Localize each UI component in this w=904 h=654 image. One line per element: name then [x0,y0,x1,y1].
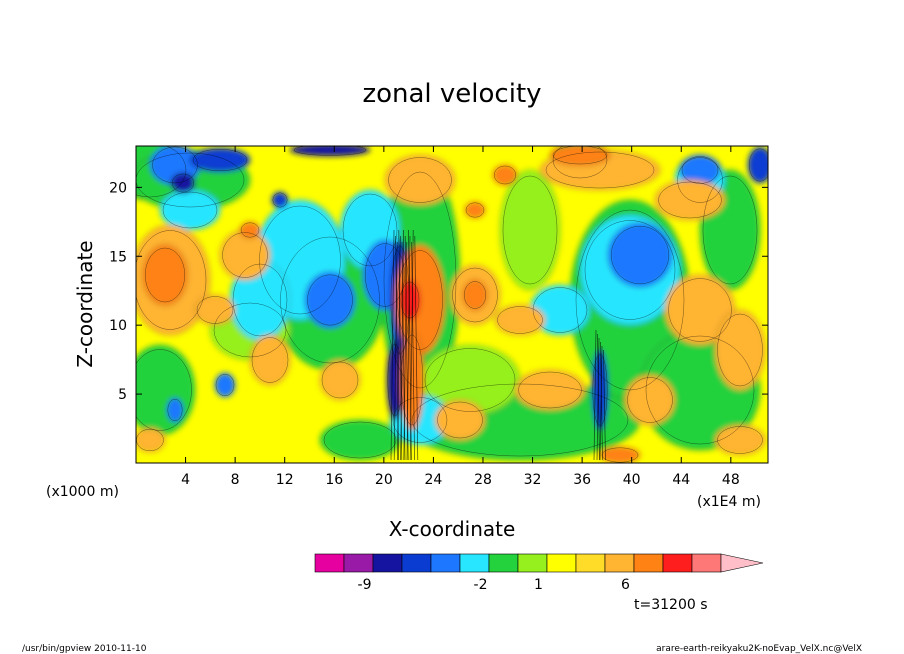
colorbar-swatch [314,553,345,573]
footer-left: /usr/bin/gpview 2010-11-10 [22,644,147,654]
velocity-field [136,146,768,463]
plot-frame [135,145,769,464]
x-tick-label: 20 [375,472,393,488]
x-tick-label: 32 [524,472,542,488]
x-tick-label: 8 [231,472,240,488]
colorbar-swatch [343,553,374,573]
x-axis-label: X-coordinate [389,517,516,541]
x-scale-note: (x1E4 m) [697,494,761,510]
x-tick-label: 4 [181,472,190,488]
colorbar-swatch [691,553,722,573]
colorbar-swatch [372,553,403,573]
x-tick-label: 28 [474,472,492,488]
y-tick-label: 20 [109,180,127,196]
x-tick-label: 36 [573,472,591,488]
x-tick-label: 44 [672,472,690,488]
colorbar-swatch [633,553,664,573]
colorbar-label: -2 [474,577,488,593]
x-tick-label: 16 [325,472,343,488]
colorbar-label: 6 [621,577,630,593]
colorbar-label: -9 [358,577,372,593]
colorbar-swatch [401,553,432,573]
colorbar-swatch [662,553,693,573]
colorbar-arrow [720,553,764,573]
time-label: t=31200 s [634,597,708,613]
colorbar-swatch [575,553,606,573]
x-tick-label: 48 [722,472,740,488]
y-tick-label: 5 [118,387,127,403]
chart-title: zonal velocity [362,79,541,109]
x-tick-label: 24 [424,472,442,488]
colorbar-swatch [517,553,548,573]
x-tick-label: 12 [276,472,294,488]
colorbar-swatch [488,553,519,573]
y-axis: 5 10 15 20 [109,180,768,403]
colorbar: -9 -2 1 6 [314,553,764,593]
colorbar-swatch [546,553,577,573]
colorbar-label: 1 [534,577,543,593]
colorbar-swatch [430,553,461,573]
footer-right: arare-earth-reikyaku2K-noEvap_VelX.nc@Ve… [656,644,862,654]
y-tick-label: 10 [109,318,127,334]
y-axis-label: Z-coordinate [73,240,97,367]
y-tick-label: 15 [109,249,127,265]
plot-area [135,145,769,464]
x-unit-label: (x1000 m) [46,484,119,500]
x-axis: 4 8 12 16 20 24 28 32 36 40 44 48 [181,146,740,488]
colorbar-swatch [459,553,490,573]
x-tick-label: 40 [623,472,641,488]
colorbar-swatch [604,553,635,573]
